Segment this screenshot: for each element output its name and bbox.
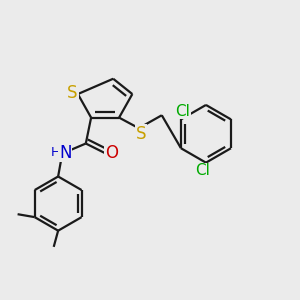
Text: Cl: Cl [175,103,190,118]
Text: S: S [67,84,78,102]
Text: S: S [136,124,146,142]
Text: H: H [51,146,61,159]
Text: N: N [59,144,71,162]
Text: Cl: Cl [196,164,210,178]
Text: O: O [105,144,118,162]
